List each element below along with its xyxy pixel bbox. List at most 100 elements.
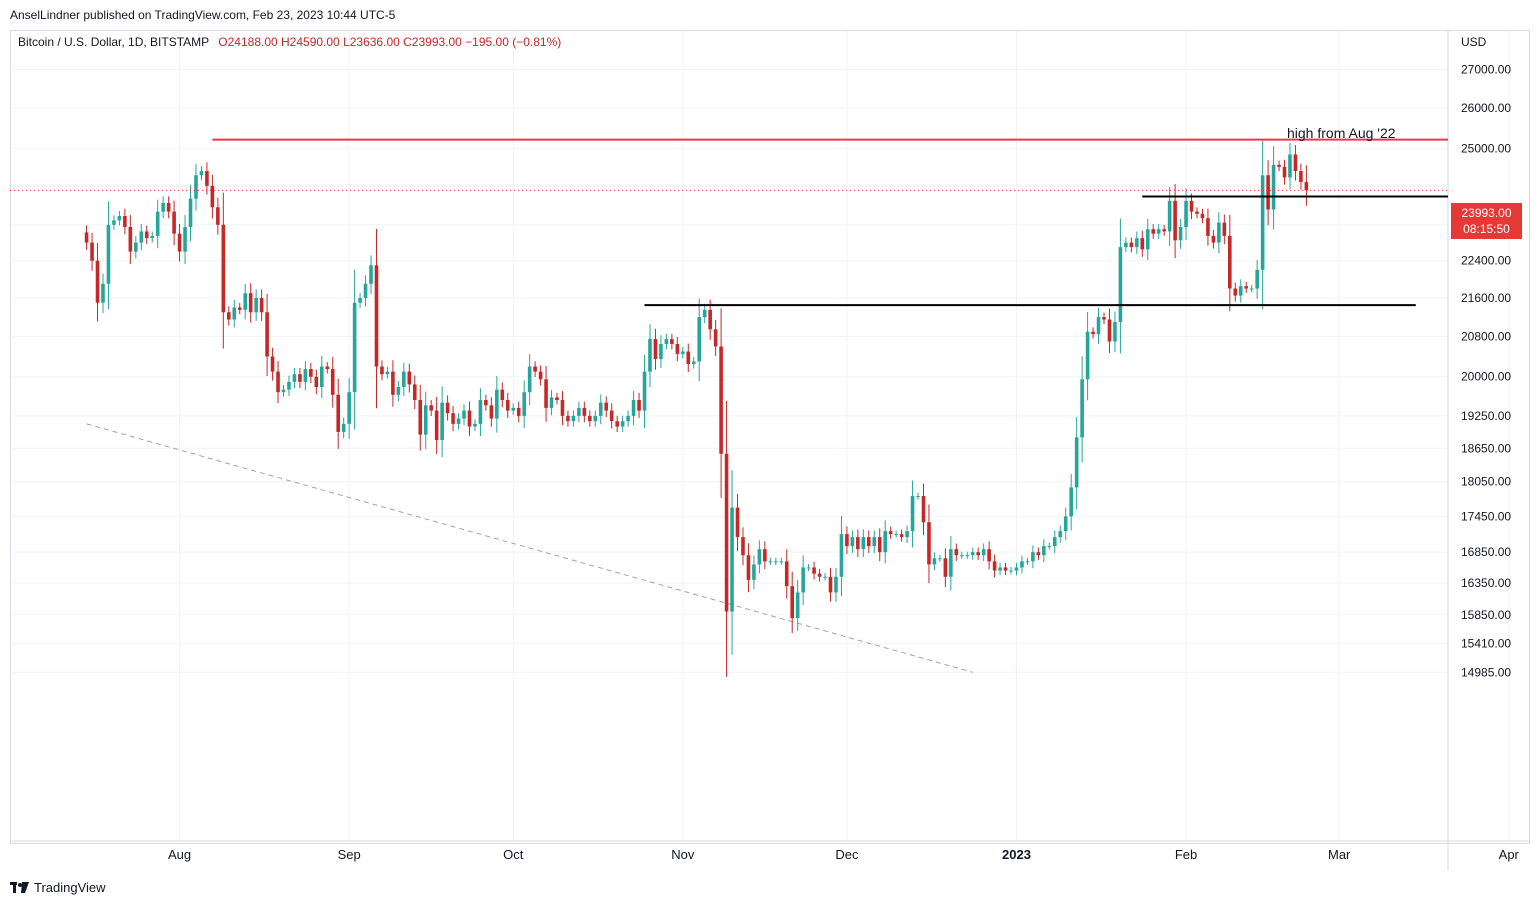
candle-body: [95, 260, 100, 303]
price-tick-label: 20800.00: [1461, 330, 1511, 344]
candle-body: [188, 198, 193, 228]
candle-body: [325, 366, 330, 370]
resistance-annotation[interactable]: high from Aug '22: [1287, 125, 1396, 141]
price-tick-label: 16850.00: [1461, 545, 1511, 559]
candle-body: [817, 573, 822, 577]
candle-body: [276, 371, 280, 393]
candle-body: [1074, 437, 1079, 488]
candle-body: [812, 567, 816, 574]
candle-body: [910, 496, 915, 532]
price-tick-label: 15410.00: [1461, 637, 1511, 651]
candle-body: [232, 307, 237, 320]
candle-body: [899, 534, 904, 538]
candle-body: [112, 220, 116, 225]
candle-body: [965, 555, 970, 557]
candle-body: [976, 552, 980, 556]
candle-body: [1195, 211, 1199, 214]
candle-body: [1288, 154, 1292, 178]
candle-body: [1069, 487, 1073, 517]
candle-body: [538, 371, 543, 380]
candle-body: [872, 537, 877, 547]
candle-body: [210, 185, 215, 208]
candle-body: [434, 410, 439, 441]
candle-body: [741, 537, 745, 556]
candle-body: [1113, 321, 1117, 342]
candle-body: [314, 376, 319, 388]
candle-body: [391, 371, 395, 395]
candle-body: [451, 413, 455, 424]
candle-body: [1211, 235, 1216, 243]
candle-body: [336, 394, 340, 432]
candle-body: [850, 537, 855, 547]
candle-body: [287, 381, 291, 390]
candle-body: [1047, 546, 1052, 548]
price-tick-label: 18050.00: [1461, 475, 1511, 489]
candle-body: [970, 552, 975, 556]
price-tick-label: 19250.00: [1461, 409, 1511, 423]
candle-body: [341, 423, 346, 432]
price-tick-label: 22400.00: [1461, 254, 1511, 268]
candle-body: [1145, 229, 1150, 250]
candle-body: [462, 410, 466, 419]
candle-body: [194, 175, 198, 199]
time-tick-label: Feb: [1175, 847, 1197, 862]
candle-body: [1282, 166, 1287, 178]
candle-body: [1249, 288, 1254, 290]
candle-body: [505, 400, 510, 411]
candle-body: [795, 592, 800, 619]
candle-body: [227, 312, 231, 320]
chart-frame[interactable]: [10, 30, 1530, 844]
candle-body: [445, 402, 450, 414]
candle-body: [101, 283, 105, 303]
candle-body: [1058, 531, 1063, 538]
candle-body: [489, 405, 494, 419]
candle-body: [123, 216, 127, 228]
candle-body: [134, 242, 138, 252]
candle-body: [577, 407, 581, 416]
time-tick-label: Aug: [168, 847, 191, 862]
footer-brand[interactable]: TradingView: [10, 880, 106, 895]
candle-body: [473, 423, 477, 427]
candle-body: [1173, 200, 1177, 241]
candle-body: [172, 211, 176, 234]
candle-body: [790, 586, 795, 619]
footer-brand-label: TradingView: [34, 880, 106, 895]
candle-body: [1228, 235, 1232, 289]
candle-body: [265, 312, 269, 357]
candle-body: [839, 534, 844, 577]
candle-body: [697, 317, 702, 362]
price-tick-label: 21600.00: [1461, 291, 1511, 305]
candle-body: [396, 387, 401, 395]
candle-body: [1063, 516, 1068, 532]
candle-body: [691, 361, 696, 365]
candle-body: [779, 561, 784, 563]
candle-body: [1184, 200, 1188, 228]
candle-body: [1014, 567, 1019, 571]
candle-body: [374, 265, 379, 367]
candle-body: [686, 351, 691, 365]
candle-body: [330, 369, 335, 395]
candle-body: [620, 421, 625, 427]
candle-body: [1025, 561, 1030, 563]
candle-body: [292, 374, 297, 382]
candle-body: [981, 549, 986, 556]
trend-line: [86, 423, 973, 673]
price-tick-label: 25000.00: [1461, 141, 1511, 155]
candle-body: [221, 224, 226, 313]
candle-body: [429, 405, 433, 411]
candle-body: [199, 171, 204, 176]
candle-body: [549, 397, 554, 408]
candle-body: [205, 171, 209, 186]
candle-body: [1222, 222, 1227, 236]
candle-body: [861, 537, 866, 550]
candle-body: [598, 402, 603, 416]
plot-area[interactable]: [10, 138, 1540, 677]
candle-body: [1036, 552, 1041, 556]
candle-body: [423, 405, 428, 435]
candle-body: [708, 309, 712, 330]
candle-body: [834, 576, 838, 593]
candle-body: [511, 407, 516, 411]
candle-body: [653, 339, 658, 359]
candle-body: [905, 531, 909, 538]
